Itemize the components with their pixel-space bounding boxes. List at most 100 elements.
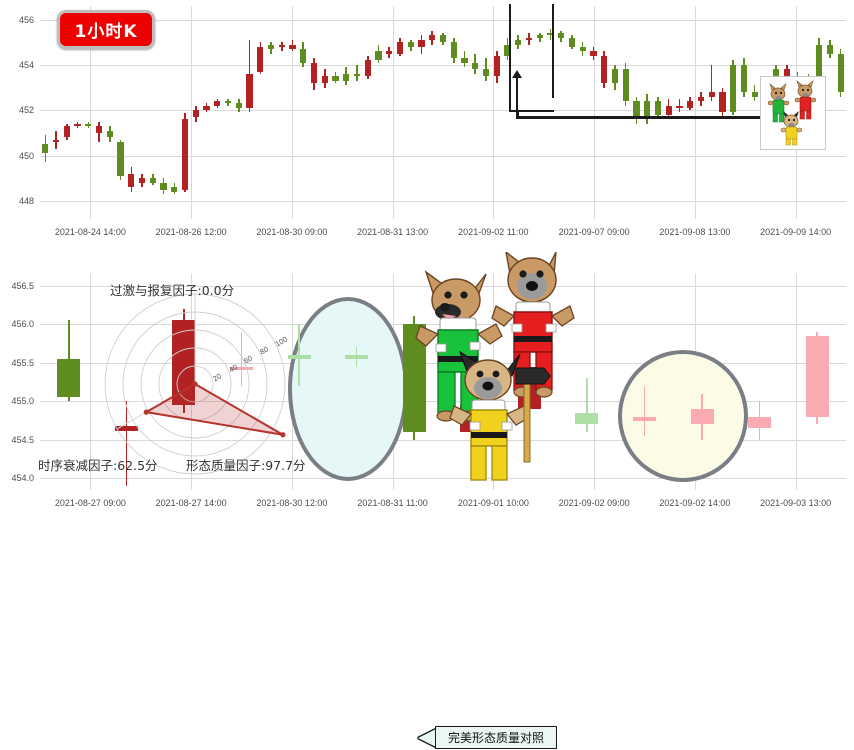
candle[interactable] [149, 0, 156, 219]
x-tick-label: 2021-09-02 11:00 [458, 227, 529, 237]
candle[interactable] [708, 0, 715, 219]
candle[interactable] [429, 0, 436, 219]
candle[interactable] [719, 0, 726, 219]
candle[interactable] [461, 0, 468, 219]
candle[interactable] [575, 258, 599, 490]
candle[interactable] [568, 0, 576, 219]
candle[interactable] [106, 0, 113, 219]
callout-perfect-pattern[interactable]: 完美形态质量对照 [418, 726, 558, 750]
candle-body [345, 355, 369, 359]
candle[interactable] [450, 0, 457, 219]
y-tick-label: 452 [18, 105, 34, 116]
candle[interactable] [53, 0, 60, 219]
gridline-v [191, 6, 193, 219]
candle[interactable] [690, 258, 714, 490]
candle[interactable] [138, 0, 146, 219]
candle[interactable] [278, 0, 285, 219]
candle[interactable] [160, 0, 167, 219]
candle[interactable] [525, 0, 533, 219]
candle[interactable] [235, 0, 242, 219]
candle[interactable] [407, 0, 414, 219]
candle[interactable] [504, 0, 511, 219]
candle[interactable] [697, 0, 705, 219]
candle-body [579, 46, 586, 52]
candle[interactable] [472, 0, 479, 219]
annotation-arrow-head [512, 70, 522, 78]
candle[interactable] [632, 258, 656, 490]
radar-chart[interactable]: 20 40 60 80 100 [70, 276, 320, 476]
candle-body [386, 51, 393, 54]
candle[interactable] [57, 258, 81, 490]
candle-body [160, 182, 167, 190]
candle[interactable] [402, 258, 426, 490]
candle[interactable] [321, 0, 328, 219]
candle[interactable] [117, 0, 124, 219]
candle[interactable] [826, 0, 833, 219]
candle[interactable] [748, 258, 772, 490]
candle[interactable] [493, 0, 500, 219]
candle[interactable] [783, 0, 790, 219]
candle[interactable] [353, 0, 361, 219]
candle[interactable] [633, 0, 640, 219]
candle[interactable] [665, 0, 672, 219]
candle[interactable] [601, 0, 608, 219]
candle[interactable] [805, 258, 829, 490]
candle-body [224, 101, 232, 104]
candle[interactable] [386, 0, 393, 219]
candle[interactable] [63, 0, 70, 219]
candle[interactable] [181, 0, 189, 219]
candle[interactable] [418, 0, 425, 219]
candle[interactable] [751, 0, 758, 219]
candle[interactable] [224, 0, 232, 219]
candle[interactable] [128, 0, 135, 219]
candle[interactable] [730, 0, 737, 219]
candle-body [85, 123, 92, 127]
candle[interactable] [85, 0, 92, 219]
candle[interactable] [396, 0, 404, 219]
candle[interactable] [547, 0, 554, 219]
candle[interactable] [287, 258, 311, 490]
candle[interactable] [687, 0, 694, 219]
candle[interactable] [816, 0, 823, 219]
timeframe-badge[interactable]: 1小时K [57, 10, 155, 49]
y-tick-label: 454.5 [11, 434, 34, 445]
candle[interactable] [611, 0, 619, 219]
candle[interactable] [332, 0, 339, 219]
candle[interactable] [482, 0, 490, 219]
candle[interactable] [837, 0, 844, 219]
candle[interactable] [289, 0, 296, 219]
candle[interactable] [536, 0, 543, 219]
candle-body [748, 416, 772, 429]
candle[interactable] [246, 0, 253, 219]
candle[interactable] [515, 0, 522, 219]
candle[interactable] [654, 0, 662, 219]
candle-body [138, 178, 146, 183]
candle[interactable] [203, 0, 210, 219]
candle[interactable] [257, 0, 264, 219]
candle[interactable] [171, 0, 178, 219]
candle[interactable] [622, 0, 629, 219]
candle[interactable] [375, 0, 382, 219]
candle[interactable] [267, 0, 275, 219]
candle[interactable] [590, 0, 597, 219]
candle[interactable] [114, 258, 138, 490]
candle[interactable] [579, 0, 586, 219]
candle[interactable] [364, 0, 371, 219]
candle[interactable] [172, 258, 196, 490]
candle[interactable] [439, 0, 447, 219]
candle[interactable] [644, 0, 651, 219]
candle[interactable] [95, 0, 103, 219]
candle[interactable] [740, 0, 747, 219]
candle[interactable] [229, 258, 253, 490]
candle[interactable] [345, 258, 369, 490]
candle[interactable] [74, 0, 81, 219]
candle[interactable] [214, 0, 221, 219]
candle[interactable] [310, 0, 318, 219]
candle[interactable] [676, 0, 683, 219]
candle[interactable] [42, 0, 49, 219]
candle[interactable] [300, 0, 307, 219]
candle[interactable] [192, 0, 199, 219]
candle[interactable] [558, 0, 565, 219]
x-tick-label: 2021-08-24 14:00 [54, 227, 126, 237]
candle[interactable] [343, 0, 350, 219]
